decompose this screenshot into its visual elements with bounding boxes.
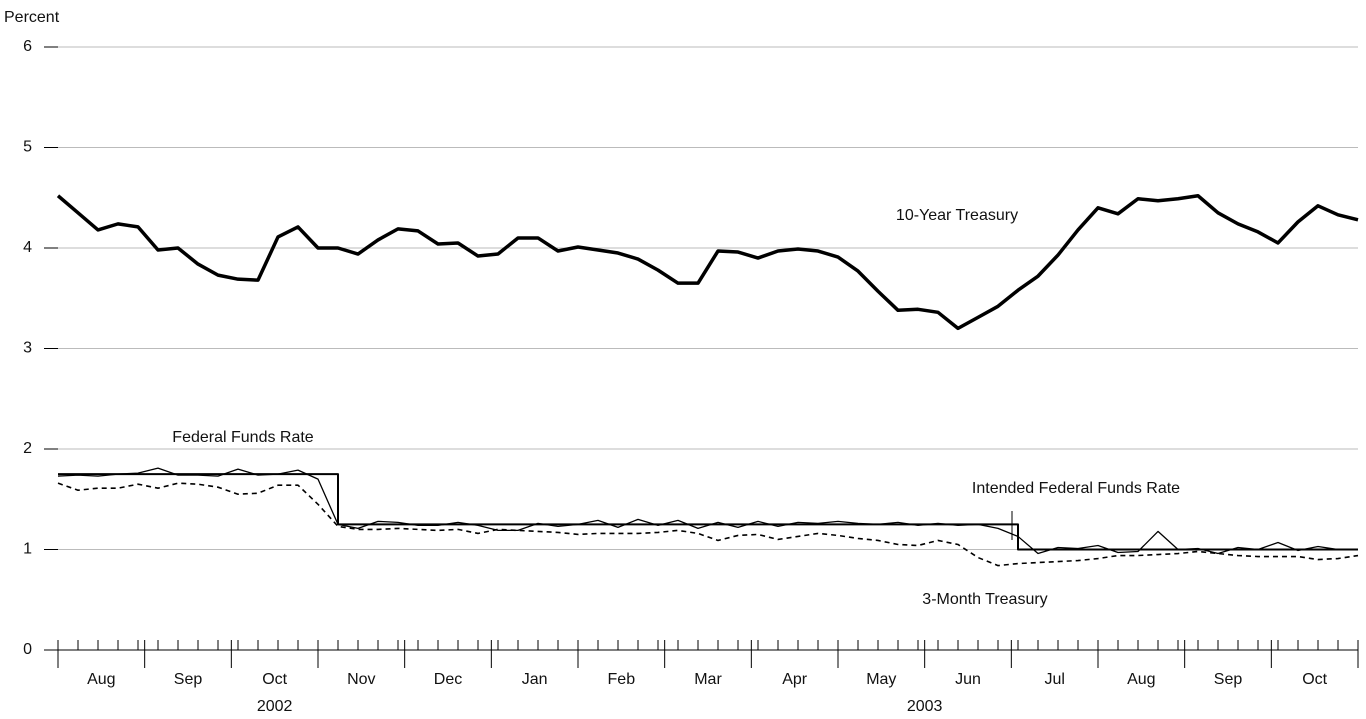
x-tick-label: Aug [1127,671,1155,688]
series-label: Intended Federal Funds Rate [972,480,1180,497]
x-tick-label: Apr [782,671,808,688]
y-tick-label: 3 [23,340,32,357]
x-group-label: 2003 [907,698,943,715]
y-tick-label: 2 [23,440,32,457]
x-tick-label: Jul [1044,671,1064,688]
x-tick-label: Sep [1214,671,1243,688]
series-label: 10-Year Treasury [896,207,1018,224]
x-tick-label: Oct [1302,671,1327,688]
series-line [57,482,1359,567]
y-tick-label: 1 [23,541,32,558]
series-line [58,473,1358,551]
x-tick-label: Dec [434,671,462,688]
y-tick-label: 6 [23,38,32,55]
x-tick-label: Nov [347,671,375,688]
series-label: 3-Month Treasury [922,591,1047,608]
series-line [56,193,1359,331]
x-tick-label: Aug [87,671,115,688]
x-tick-label: Feb [608,671,636,688]
x-tick-label: Jan [522,671,548,688]
x-tick-label: Sep [174,671,203,688]
x-tick-label: Jun [955,671,981,688]
series-label: Federal Funds Rate [172,429,314,446]
y-axis-label: Percent [4,9,60,26]
x-group-label: 2002 [257,698,293,715]
y-tick-label: 0 [23,641,32,658]
x-tick-label: May [866,671,896,688]
y-tick-label: 4 [23,239,32,256]
x-tick-label: Mar [694,671,722,688]
x-tick-label: Oct [262,671,287,688]
y-tick-label: 5 [23,139,32,156]
